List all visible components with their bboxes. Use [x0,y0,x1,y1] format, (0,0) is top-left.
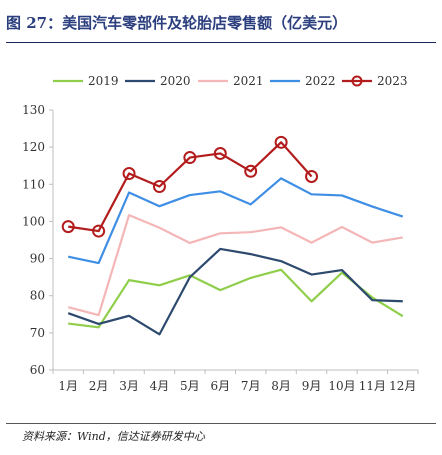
data-point-2023 [122,167,136,181]
figure-title: 图 27：美国汽车零部件及轮胎店零售额（亿美元） [6,14,348,32]
y-tick-label: 100 [22,214,45,228]
y-tick-label: 70 [30,326,45,340]
source-divider [6,423,436,424]
y-tick-label: 90 [30,252,45,266]
x-tick-label: 8月 [271,379,291,393]
title-divider [6,42,436,43]
line-chart: 60 70 80 90 100 110 120 130 1月 2月 3月 4月 5月 6月 7月 8月 9月 10… [22,74,419,393]
legend-label-2020: 2020 [160,74,191,88]
x-tick-label: 2月 [89,379,109,393]
legend-label-2021: 2021 [233,74,264,88]
y-tick-label: 130 [22,103,45,117]
data-point-2023 [244,164,258,178]
series-line-2021 [67,214,403,317]
data-point-2023 [274,135,288,149]
x-tick-label: 10月 [328,379,355,393]
series-line-2022 [67,177,404,265]
data-point-2023 [61,220,75,234]
data-point-2023 [213,146,227,160]
x-tick-label: 6月 [210,379,230,393]
data-point-2023 [305,169,319,183]
y-tick-label: 110 [22,177,45,191]
x-tick-label: 1月 [58,379,78,393]
x-tick-label: 12月 [389,379,416,393]
data-point-2023 [183,151,197,165]
x-tick-label: 5月 [180,379,200,393]
data-point-2023 [92,224,106,238]
chart-area: 60 70 80 90 100 110 120 130 1月 2月 3月 4月 5月 6月 7月 8月 9月 10… [0,55,442,410]
legend-label-2022: 2022 [305,74,336,88]
source-note: 资料来源：Wind，信达证券研发中心 [22,430,205,443]
y-tick-label: 60 [30,363,45,377]
legend-marker-2023 [351,75,363,87]
series-line-2020 [67,247,403,336]
series-line-2023 [68,141,313,233]
x-tick-label: 11月 [359,379,386,393]
x-tick-label: 3月 [119,379,139,393]
x-tick-label: 7月 [241,379,261,393]
y-tick-label: 80 [30,289,45,303]
series-line-2019 [68,268,404,329]
x-tick-label: 9月 [302,379,322,393]
data-point-2023 [152,180,166,194]
y-tick-label: 120 [22,140,45,154]
legend-label-2019: 2019 [88,74,119,88]
legend-label-2023: 2023 [377,74,408,88]
x-tick-label: 4月 [150,379,170,393]
